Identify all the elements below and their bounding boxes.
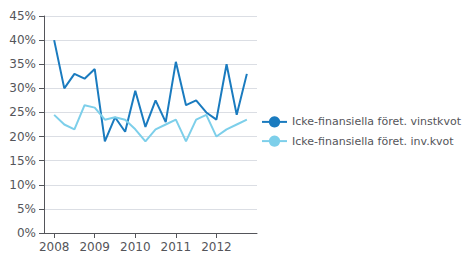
svg-text:5%: 5% [17,202,36,216]
svg-text:25%: 25% [9,105,36,119]
svg-text:Icke-finansiella föret. vinstk: Icke-finansiella föret. vinstkvot [292,115,462,128]
svg-text:0%: 0% [17,226,36,240]
svg-text:2010: 2010 [120,240,151,254]
svg-text:10%: 10% [9,178,36,192]
svg-text:2009: 2009 [79,240,110,254]
svg-text:2012: 2012 [201,240,232,254]
svg-text:20%: 20% [9,130,36,144]
svg-text:2011: 2011 [161,240,192,254]
svg-text:2008: 2008 [39,240,70,254]
svg-text:40%: 40% [9,33,36,47]
svg-text:15%: 15% [9,154,36,168]
svg-text:30%: 30% [9,81,36,95]
svg-text:35%: 35% [9,57,36,71]
svg-text:Icke-finansiella föret. inv.kv: Icke-finansiella föret. inv.kvot [292,135,454,148]
svg-text:45%: 45% [9,9,36,23]
